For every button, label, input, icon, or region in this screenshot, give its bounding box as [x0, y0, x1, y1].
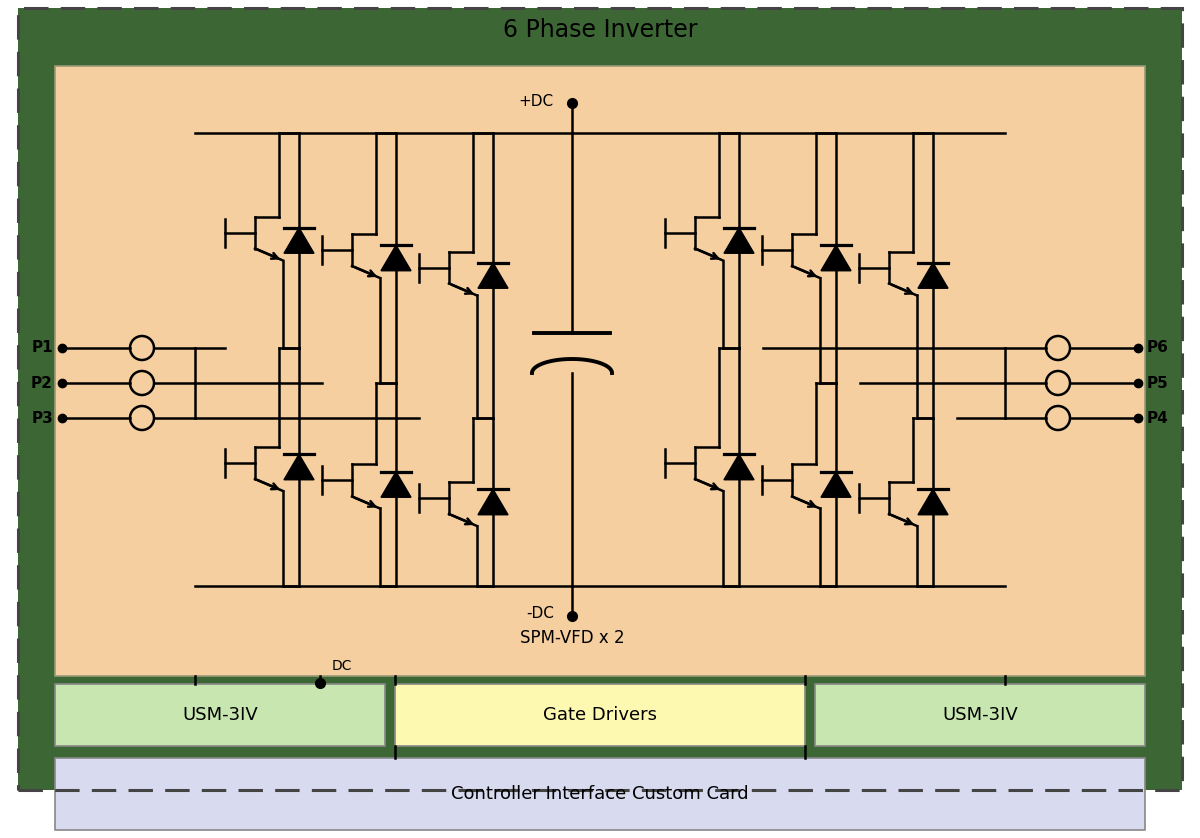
Bar	[55, 684, 385, 746]
Text: +DC: +DC	[518, 94, 554, 108]
Polygon shape	[724, 228, 754, 253]
Bar	[815, 684, 1145, 746]
Text: Controller Interface Custom Card: Controller Interface Custom Card	[451, 785, 749, 803]
Polygon shape	[478, 263, 508, 288]
Polygon shape	[918, 263, 948, 288]
Text: Gate Drivers: Gate Drivers	[542, 706, 658, 724]
Polygon shape	[821, 472, 851, 497]
Text: SPM-VFD x 2: SPM-VFD x 2	[520, 629, 624, 647]
Polygon shape	[382, 246, 412, 271]
Text: P5: P5	[1147, 375, 1169, 391]
Text: USM-3IV: USM-3IV	[942, 706, 1018, 724]
Polygon shape	[382, 472, 412, 497]
Text: P3: P3	[31, 411, 53, 426]
Polygon shape	[284, 454, 314, 479]
Bar	[395, 684, 805, 746]
Text: P1: P1	[31, 340, 53, 355]
Text: USM-3IV: USM-3IV	[182, 706, 258, 724]
Text: DC: DC	[332, 659, 353, 673]
Text: -DC: -DC	[526, 607, 554, 622]
Polygon shape	[724, 454, 754, 479]
Bar	[55, 66, 1145, 676]
Text: 6 Phase Inverter: 6 Phase Inverter	[503, 18, 697, 42]
Bar	[55, 758, 1145, 830]
Text: P6: P6	[1147, 340, 1169, 355]
Polygon shape	[918, 489, 948, 515]
Polygon shape	[284, 228, 314, 253]
Polygon shape	[821, 246, 851, 271]
Text: P2: P2	[31, 375, 53, 391]
Polygon shape	[478, 489, 508, 515]
Text: P4: P4	[1147, 411, 1169, 426]
